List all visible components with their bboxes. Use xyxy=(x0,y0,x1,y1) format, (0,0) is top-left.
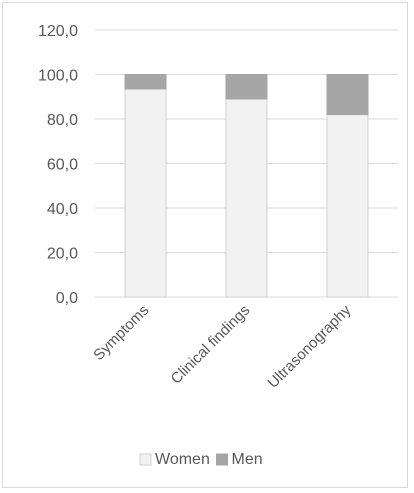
y-tick-label: 80,0 xyxy=(47,112,78,129)
bars xyxy=(124,74,369,298)
legend-label-men: Men xyxy=(232,451,263,468)
bar-men-clinical-findings xyxy=(225,74,268,100)
legend-swatch-men xyxy=(216,453,228,466)
x-category-label: Symptoms xyxy=(90,302,152,364)
x-category-label: Clinical findings xyxy=(168,302,254,388)
bar-women-ultrasonography xyxy=(326,114,369,298)
y-tick-label: 120,0 xyxy=(38,23,78,40)
y-tick-label: 100,0 xyxy=(38,68,78,85)
y-tick-label: 60,0 xyxy=(47,157,78,174)
legend-label-women: Women xyxy=(155,451,210,468)
bar-women-clinical-findings xyxy=(225,98,268,298)
x-axis-category-labels: Symptoms Clinical findings Ultrasonography xyxy=(90,301,354,391)
bar-men-symptoms xyxy=(124,74,167,90)
x-category-label: Ultrasonography xyxy=(264,301,354,391)
legend: Women Men xyxy=(139,451,263,468)
bar-women-symptoms xyxy=(124,88,167,298)
y-axis-tick-labels: 0,0 20,0 40,0 60,0 80,0 100,0 120,0 xyxy=(38,23,78,307)
y-tick-label: 0,0 xyxy=(56,290,78,307)
bar-men-ultrasonography xyxy=(326,74,369,116)
y-tick-label: 40,0 xyxy=(47,201,78,218)
legend-swatch-women xyxy=(139,453,152,466)
y-tick-label: 20,0 xyxy=(47,246,78,263)
